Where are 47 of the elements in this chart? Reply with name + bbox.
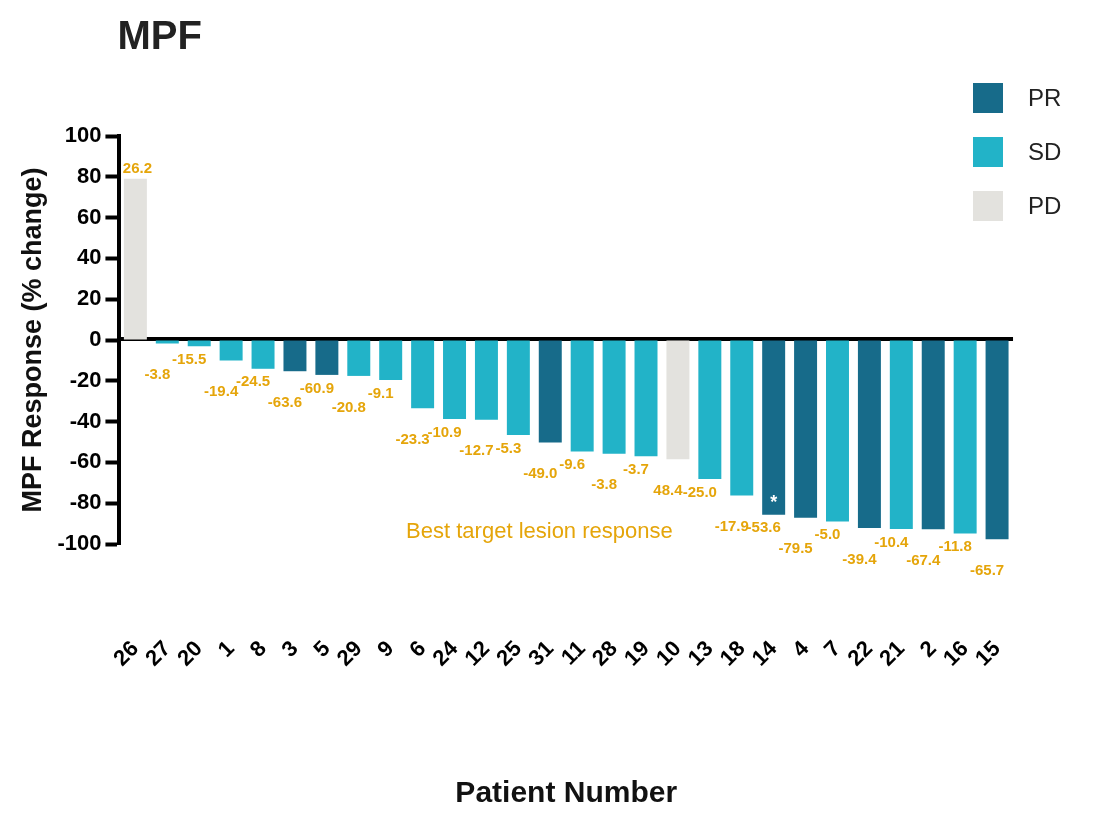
- legend-label: SD: [1028, 137, 1062, 165]
- y-tick-label: 20: [76, 285, 102, 311]
- annotation: -3.7: [623, 459, 649, 477]
- y-axis-title: MPF Response (% change): [16, 167, 47, 513]
- y-tick-label: 60: [76, 203, 102, 229]
- y-tick-label: -60: [69, 448, 102, 474]
- annotation: -15.5: [172, 349, 207, 367]
- y-tick-label: 0: [89, 326, 102, 352]
- annotation: -39.4: [842, 549, 878, 567]
- annotation: -9.6: [559, 455, 586, 473]
- chart-title: MPF: [117, 13, 202, 58]
- x-axis-title: Patient Number: [455, 775, 678, 809]
- annotation: -3.8: [144, 365, 171, 383]
- annotation: -25.0: [682, 482, 717, 500]
- annotation: -5.0: [814, 525, 841, 543]
- y-tick-label: -100: [57, 530, 102, 556]
- x-tick-label: 4: [787, 634, 814, 662]
- annotation: -17.9: [714, 517, 749, 535]
- x-tick-label: 1: [212, 635, 239, 662]
- annotation: -49.0: [523, 464, 558, 482]
- y-tick-label: -40: [69, 407, 102, 433]
- annotation: *: [770, 491, 778, 512]
- legend-label: PD: [1028, 191, 1062, 219]
- y-tick-label: 80: [76, 162, 102, 188]
- annotation: -12.7: [459, 441, 494, 459]
- annotation: 26.2: [122, 159, 152, 177]
- annotation: -67.4: [906, 550, 941, 568]
- annotation: -9.1: [367, 383, 394, 401]
- annotation: 48.4: [653, 481, 684, 498]
- y-tick-label: -80: [69, 489, 102, 515]
- x-tick-label: 8: [244, 635, 271, 662]
- annotation: -79.5: [778, 539, 813, 557]
- annotation: -10.4: [874, 532, 910, 550]
- y-tick-label: -20: [69, 366, 102, 392]
- legend-label: PR: [1028, 83, 1062, 111]
- annotation: -19.4: [204, 382, 239, 400]
- annotation: -20.8: [331, 397, 366, 415]
- annotation: -3.8: [591, 475, 618, 493]
- x-tick-label: 3: [276, 635, 303, 662]
- annotation: Best target lesion response: [406, 517, 673, 543]
- y-tick-label: 100: [64, 122, 102, 148]
- annotation: -53.6: [746, 518, 781, 536]
- annotation: -5.3: [495, 438, 522, 456]
- x-tick-label: 9: [372, 635, 399, 662]
- annotation: -11.8: [938, 537, 972, 555]
- y-tick-label: 40: [76, 244, 102, 270]
- annotation: -65.7: [969, 560, 1005, 578]
